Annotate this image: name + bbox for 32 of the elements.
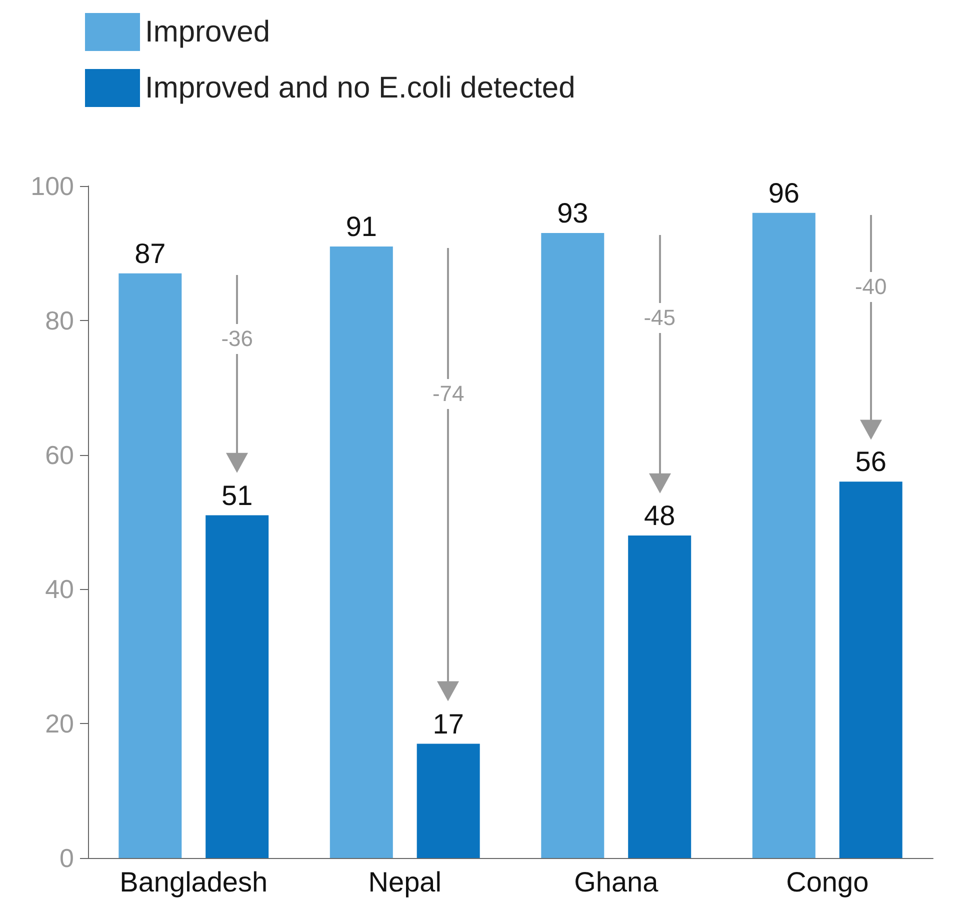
bar bbox=[330, 246, 393, 858]
annotation: -45 bbox=[644, 302, 676, 333]
data-label: 96 bbox=[768, 177, 800, 208]
bar bbox=[752, 212, 816, 858]
data-label: 56 bbox=[855, 446, 886, 478]
y-tick-label: 100 bbox=[30, 171, 74, 201]
x-tick-label: Congo bbox=[786, 866, 869, 898]
data-label: 93 bbox=[557, 198, 588, 229]
x-tick-label: Nepal bbox=[368, 866, 442, 898]
data-label: 51 bbox=[222, 480, 253, 511]
bar bbox=[416, 744, 480, 858]
y-tick-label: 60 bbox=[45, 440, 74, 470]
x-tick-label: Ghana bbox=[574, 866, 659, 898]
data-label: 87 bbox=[134, 238, 166, 269]
data-label: 17 bbox=[432, 708, 464, 740]
y-tick-label: 20 bbox=[45, 708, 74, 739]
y-tick-label: 40 bbox=[45, 574, 74, 604]
bar bbox=[839, 482, 902, 858]
bar bbox=[628, 535, 692, 858]
data-label: 48 bbox=[644, 500, 676, 531]
annotation: -40 bbox=[854, 272, 887, 302]
annotation: -36 bbox=[221, 324, 253, 354]
data-label: 91 bbox=[346, 210, 377, 242]
y-tick-label: 80 bbox=[45, 305, 74, 336]
bar bbox=[206, 515, 269, 858]
bar bbox=[118, 273, 182, 858]
legend-label: Improved and no E.coli detected bbox=[145, 72, 576, 104]
legend-label: Improved bbox=[145, 16, 270, 48]
y-tick-label: 0 bbox=[60, 843, 74, 873]
annotation: -74 bbox=[432, 378, 464, 409]
bar bbox=[541, 233, 604, 858]
x-tick-label: Bangladesh bbox=[120, 866, 268, 898]
